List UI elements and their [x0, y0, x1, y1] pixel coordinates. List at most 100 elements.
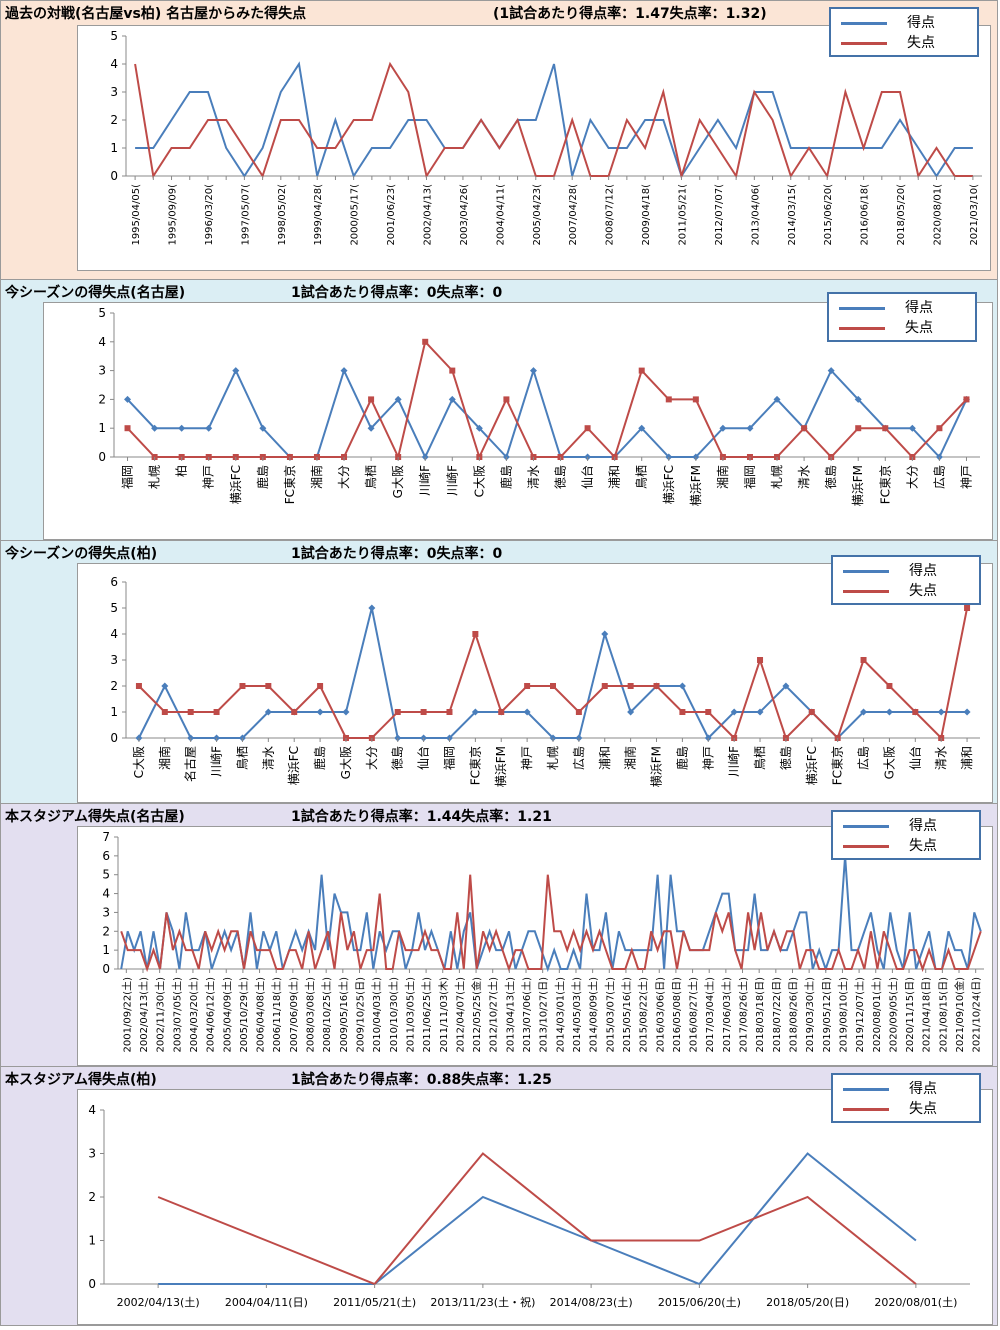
x-tick-label: 2020/08/01(土)	[874, 1296, 957, 1309]
concede-point	[601, 683, 608, 689]
x-tick-label: 浦和	[608, 465, 622, 489]
x-tick-label: 2021/04/18(日)	[922, 977, 933, 1053]
chart-subtitle: 1試合あたり得点率：0失点率：0	[291, 546, 503, 562]
x-tick-label: 清水	[934, 746, 948, 770]
score-point	[756, 708, 764, 716]
kashiwa-stadium-chart: 0 1 2 3 4 2002/04/13(土) 2004/04/11(日) 2011/05/2…	[88, 1103, 970, 1309]
y-tick-label: 4	[102, 887, 110, 901]
concede-point	[963, 396, 970, 403]
plot-area: 0 1 2 3 4 5 1995/04/05(1995/09/09(1996/03/20(1…	[77, 25, 991, 271]
x-tick-label: 清水	[526, 465, 540, 489]
y-tick-label: 0	[102, 962, 110, 976]
x-tick-label: 2004/06/12(土)	[204, 977, 217, 1053]
x-tick-label: 福岡	[441, 746, 456, 770]
x-tick-label: 名古屋	[183, 746, 198, 782]
concede-legend-label: 失点	[909, 1101, 937, 1117]
x-tick-label: 2002/04/13(土)	[117, 1296, 200, 1309]
y-tick-label: 2	[110, 679, 118, 693]
x-tick-label: 清水	[797, 465, 811, 489]
x-tick-label: 札幌	[545, 746, 560, 770]
legend: 得点 失点	[831, 555, 981, 605]
x-tick-label: 2009/10/25(日)	[355, 977, 366, 1053]
x-tick-label: 2020/08/01(	[932, 184, 943, 246]
concede-point	[936, 425, 943, 432]
x-tick-label: 横浜FC	[662, 465, 676, 504]
x-tick-label: 横浜FC	[287, 746, 301, 785]
score-point	[719, 424, 727, 432]
score-point	[264, 708, 272, 716]
x-tick-label: 2012/04/07(土)	[453, 977, 466, 1053]
x-tick-label: 神戸	[520, 746, 534, 770]
x-tick-label: 2015/05/16(土)	[620, 977, 633, 1053]
concede-point	[757, 657, 764, 663]
x-tick-label: 2017/08/26(土)	[737, 977, 750, 1053]
y-tick-label: 0	[110, 169, 118, 183]
x-tick-label: 2004/04/11(日)	[225, 1296, 308, 1309]
x-tick-label: 2020/11/15(日)	[905, 977, 916, 1053]
chart-title: 本スタジアム得失点(柏)	[5, 1072, 157, 1088]
score-point	[394, 395, 402, 403]
concede-point	[422, 338, 429, 345]
x-tick-label: 浦和	[960, 746, 974, 770]
x-tick-label: 2013/11/23(土・祝)	[430, 1295, 535, 1309]
y-tick-label: 5	[98, 306, 106, 320]
x-tick-label: 2021/10/24(日)	[972, 977, 983, 1053]
panel-kashiwa-season: 今シーズンの得失点(柏) 1試合あたり得点率：0失点率：0 0 1 2 3 4 5 6 C大阪…	[0, 540, 998, 804]
x-tick-label: 鳥栖	[634, 465, 649, 489]
x-tick-label: 2016/08/27(土)	[687, 977, 700, 1053]
x-tick-label: 2010/10/30(土)	[387, 977, 400, 1053]
score-legend-label: 得点	[909, 563, 937, 579]
x-tick-label: 2015/06/20(土)	[658, 1296, 741, 1309]
concede-point	[705, 709, 712, 715]
x-tick-label: 2006/11/18(土)	[270, 977, 283, 1053]
concede-point	[420, 709, 427, 715]
score-point	[773, 395, 781, 403]
y-tick-label: 3	[110, 653, 118, 667]
concede-point	[317, 683, 324, 689]
y-tick-label: 0	[88, 1277, 96, 1291]
concede-point	[627, 683, 634, 689]
x-tick-label: 2015/03/07(土)	[603, 977, 616, 1053]
y-tick-label: 4	[98, 335, 106, 349]
y-tick-label: 4	[110, 57, 118, 71]
concede-legend-swatch	[843, 845, 889, 848]
x-tick-label: 2018/03/18(日)	[755, 977, 766, 1053]
y-tick-label: 7	[102, 830, 110, 844]
x-tick-label: 2021/09/10(金)	[953, 977, 966, 1053]
concede-legend-label: 失点	[909, 838, 937, 854]
x-tick-label: 2020/09/05(土)	[886, 977, 899, 1053]
x-tick-label: 川崎F	[418, 465, 432, 496]
concede-point	[498, 709, 505, 715]
score-point	[746, 424, 754, 432]
score-point	[367, 424, 375, 432]
y-tick-label: 3	[102, 905, 110, 919]
y-tick-label: 1	[110, 141, 118, 155]
x-tick-label: 湘南	[157, 746, 172, 770]
x-tick-label: 徳島	[390, 746, 405, 770]
score-legend-swatch	[843, 825, 889, 828]
concede-point	[584, 425, 591, 432]
x-tick-label: 2014/03/15(	[787, 184, 798, 246]
x-tick-label: 2002/11/30(土)	[154, 977, 167, 1053]
y-tick-label: 0	[98, 450, 106, 464]
x-tick-label: 2005/04/09(土)	[220, 977, 233, 1053]
x-tick-label: FC東京	[878, 465, 892, 504]
x-tick-label: 2000/05/17(	[350, 184, 361, 246]
chart-subtitle: 1試合あたり得点率：0.88失点率：1.25	[291, 1072, 552, 1088]
x-tick-label: 1995/09/09(	[168, 184, 179, 246]
plot-area: 0 1 2 3 4 2002/04/13(土) 2004/04/11(日) 2011/05/2…	[77, 1089, 993, 1325]
concede-point	[882, 425, 889, 432]
score-point	[937, 708, 945, 716]
y-tick-label: 5	[110, 601, 118, 615]
nagoya-stadium-chart: 0 1 2 3 4 5 6 7 2001/09/22(土) 2002/04/13(土) 2002/1…	[102, 830, 984, 1053]
x-tick-label: 2008/07/12(	[605, 184, 616, 246]
y-tick-label: 5	[110, 29, 118, 43]
x-tick-label: FC東京	[468, 746, 482, 785]
concede-point	[886, 683, 893, 689]
score-legend-swatch	[843, 570, 889, 573]
chart-subtitle: 1試合あたり得点率：0失点率：0	[291, 285, 503, 301]
x-tick-label: 2020/08/01(土)	[870, 977, 883, 1053]
x-tick-label: G大阪	[339, 746, 353, 779]
score-point	[827, 367, 835, 375]
score-point	[342, 708, 350, 716]
